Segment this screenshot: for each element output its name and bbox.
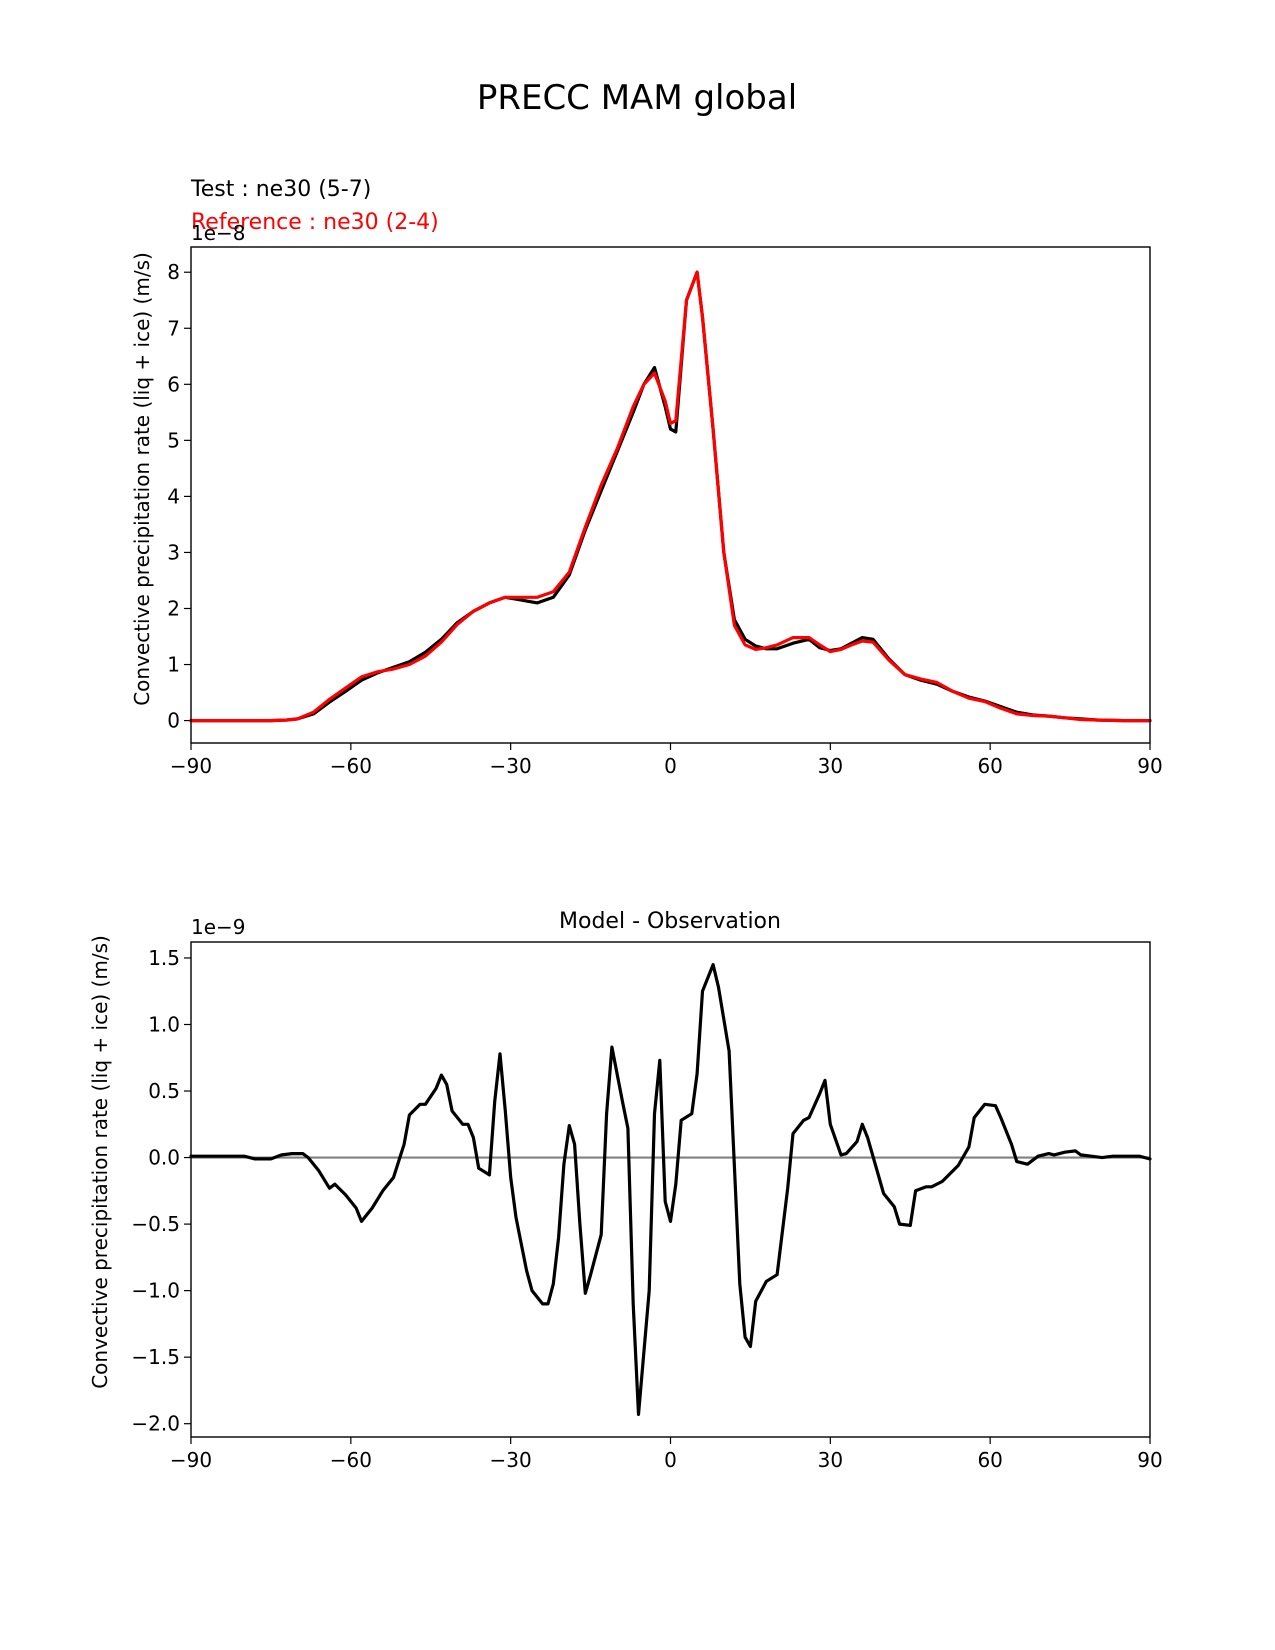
bottom-x-tick-label: 0 <box>664 1448 677 1472</box>
bottom-ticks: −90 −60 −30 0 30 60 90 −2.0 −1.5 −1.0 −0.5 0.0 0.5 1.… <box>131 946 1162 1472</box>
top-y-tick-label: 4 <box>167 484 180 508</box>
bottom-y-axis-label: Convective precipitation rate (liq + ice… <box>88 935 112 1389</box>
bottom-axes-frame <box>190 941 1151 1438</box>
top-ticks: −90 −60 −30 0 30 60 90 0 1 2 3 4 5 6 7 8 <box>167 260 1162 778</box>
top-y-tick-label: 2 <box>167 596 180 620</box>
top-x-tick-label: −60 <box>330 754 372 778</box>
top-x-tick-label: −30 <box>490 754 532 778</box>
bottom-title: Model - Observation <box>559 909 781 934</box>
test-label: Test : ne30 (5-7) <box>190 177 371 202</box>
bottom-x-tick-label: −30 <box>490 1448 532 1472</box>
top-axes-frame <box>190 246 1151 744</box>
bottom-x-tick-label: −90 <box>170 1448 212 1472</box>
top-x-tick-label: 30 <box>818 754 843 778</box>
bottom-y-tick-label: −1.5 <box>131 1345 180 1369</box>
top-x-tick-label: 60 <box>977 754 1002 778</box>
top-lines <box>189 270 1152 723</box>
top-y-tick-label: 1 <box>167 653 180 677</box>
top-y-tick-label: 5 <box>167 428 180 452</box>
bottom-y-tick-label: −1.0 <box>131 1279 180 1303</box>
top-x-tick-label: −90 <box>170 754 212 778</box>
figure-title: PRECC MAM global <box>477 78 797 118</box>
bottom-x-tick-label: 90 <box>1137 1448 1162 1472</box>
top-offset-text: 1e−8 <box>191 221 246 245</box>
bottom-x-tick-label: −60 <box>330 1448 372 1472</box>
bottom-y-tick-label: 0.0 <box>148 1146 180 1170</box>
bottom-x-tick-label: 30 <box>818 1448 843 1472</box>
top-y-tick-label: 3 <box>167 540 180 564</box>
bottom-offset-text: 1e−9 <box>191 915 246 939</box>
bottom-y-tick-label: 0.5 <box>148 1079 180 1103</box>
bottom-y-tick-label: 1.5 <box>148 946 180 970</box>
bottom-lines <box>189 962 1152 1417</box>
top-x-tick-label: 90 <box>1137 754 1162 778</box>
bottom-difference-series-line <box>189 962 1152 1417</box>
top-y-axis-label: Convective precipitation rate (liq + ice… <box>130 252 154 706</box>
top-panel: Test : ne30 (5-7) Reference : ne30 (2-4)… <box>130 177 1163 778</box>
top-y-tick-label: 7 <box>167 316 180 340</box>
top-x-tick-label: 0 <box>664 754 677 778</box>
top-y-tick-label: 8 <box>167 260 180 284</box>
bottom-y-tick-label: 1.0 <box>148 1013 180 1037</box>
bottom-y-tick-label: −2.0 <box>131 1412 180 1436</box>
bottom-y-tick-label: −0.5 <box>131 1212 180 1236</box>
top-y-tick-label: 6 <box>167 372 180 396</box>
reference-label: Reference : ne30 (2-4) <box>191 210 439 235</box>
bottom-panel: Model - Observation 1e−9 Convective prec… <box>88 909 1163 1472</box>
top-reference-series-line <box>189 270 1152 723</box>
top-y-tick-label: 0 <box>167 709 180 733</box>
bottom-x-tick-label: 60 <box>977 1448 1002 1472</box>
